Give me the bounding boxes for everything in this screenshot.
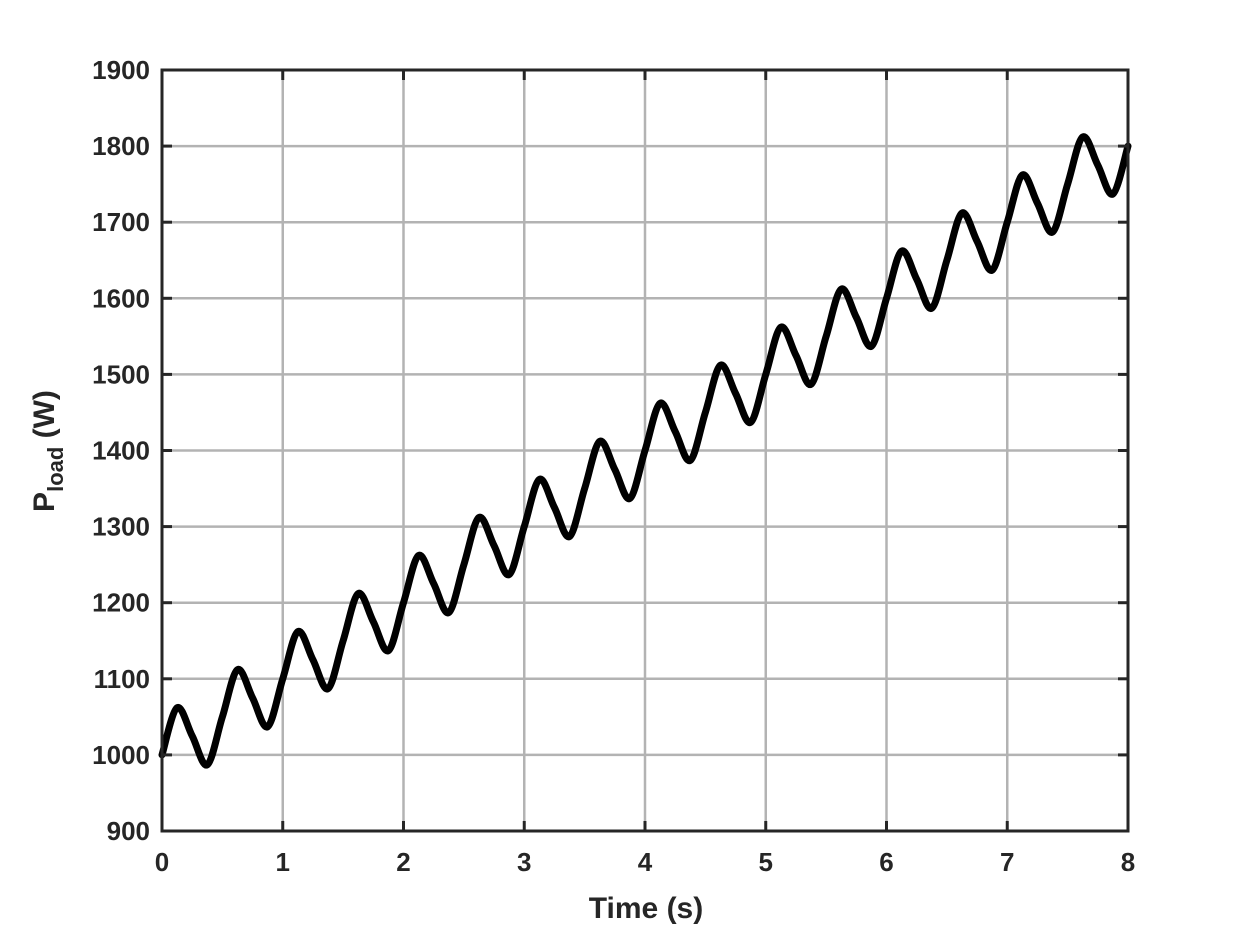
ticks	[160, 68, 1130, 833]
y-axis-tick-labels: 900 1000 1100 1200 1300 1400 1500 1600 1700 1800 1…	[92, 55, 150, 846]
y-tick-label: 1000	[92, 740, 150, 770]
y-tick-label: 1300	[92, 512, 150, 542]
y-tick-label: 1200	[92, 588, 150, 618]
y-axis-title-main: P	[28, 492, 61, 512]
x-tick-label: 2	[396, 847, 410, 877]
x-axis-tick-labels: 0 1 2 3 4 5 6 7 8	[155, 847, 1135, 877]
y-tick-label: 1600	[92, 283, 150, 313]
y-axis-title-unit: (W)	[28, 390, 61, 447]
y-tick-label: 1800	[92, 131, 150, 161]
y-tick-label: 1400	[92, 436, 150, 466]
y-tick-label: 1900	[92, 55, 150, 85]
x-tick-label: 6	[879, 847, 893, 877]
y-tick-label: 900	[107, 816, 150, 846]
x-tick-label: 1	[276, 847, 290, 877]
y-tick-label: 1100	[94, 664, 150, 694]
x-tick-label: 7	[1000, 847, 1014, 877]
x-tick-label: 5	[759, 847, 773, 877]
series-layer	[158, 133, 1132, 769]
x-tick-label: 4	[638, 847, 653, 877]
y-axis-title-subscript: load	[43, 447, 68, 492]
y-axis-title: Pload (W)	[28, 390, 68, 512]
x-tick-label: 8	[1121, 847, 1135, 877]
grid	[162, 70, 1128, 831]
x-tick-label: 3	[517, 847, 531, 877]
x-tick-label: 0	[155, 847, 169, 877]
series-line-pload	[158, 133, 1132, 769]
x-axis-title: Time (s)	[589, 892, 703, 925]
y-tick-label: 1500	[92, 359, 150, 389]
y-tick-label: 1700	[92, 207, 150, 237]
